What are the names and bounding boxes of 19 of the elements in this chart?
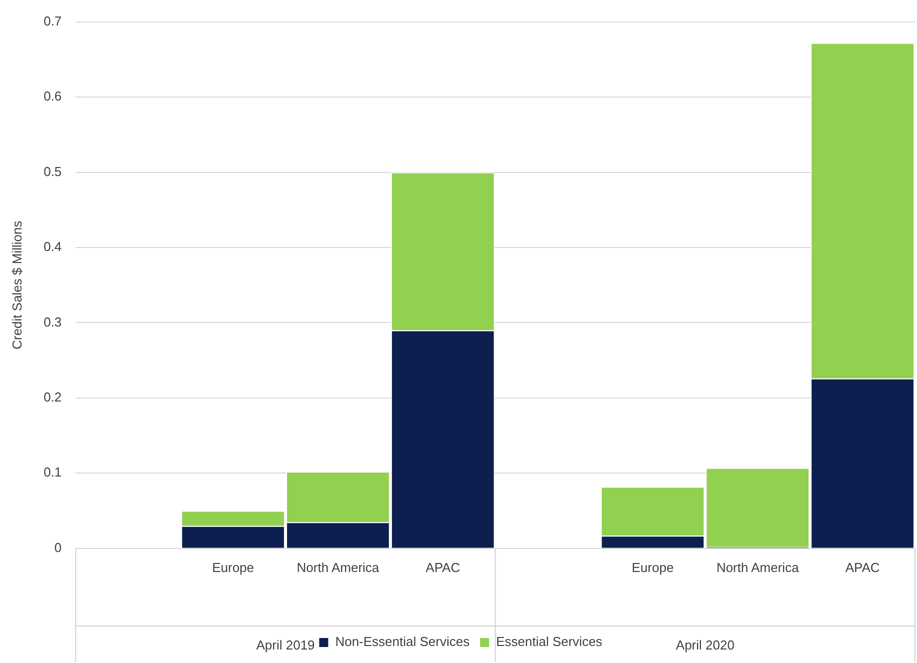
x-tick-label: APAC [426,560,460,575]
y-tick-label: 0 [54,540,62,555]
legend-label: Non-Essential Services [335,634,470,650]
y-tick-label: 0.5 [44,164,62,179]
y-tick-label: 0.2 [44,390,62,405]
x-tick-label: North America [296,560,380,575]
y-tick-label: 0.3 [44,314,62,330]
y-tick-label: 0.7 [44,13,62,28]
text: April 2020 [676,638,734,653]
x-tick-label: North America [716,560,800,575]
x-tick-label: Europe [212,560,254,575]
y-tick-label: 0.4 [44,239,62,254]
x-tick-label: APAC [845,560,880,575]
y-tick-label: 0.1 [44,464,62,480]
legend-label: Essential Services [496,634,603,650]
y-axis-title: Credit Sales $ Millions [9,220,24,350]
y-tick-label: 0.6 [44,88,62,104]
x-tick-label: Europe [632,560,674,575]
text: April 2019 [256,638,315,653]
